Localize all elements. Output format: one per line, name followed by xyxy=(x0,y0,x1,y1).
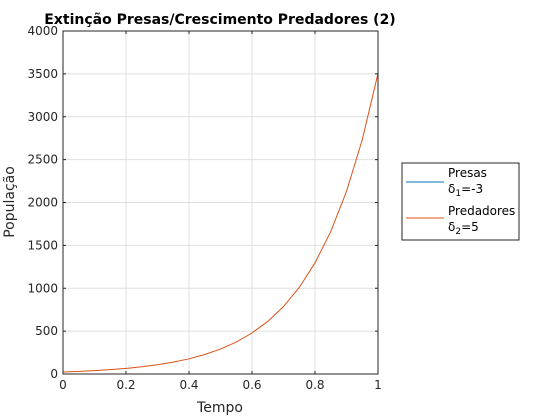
y-axis-label: População xyxy=(2,166,18,238)
legend-label-predadores: Predadores xyxy=(448,204,515,218)
y-tick-label-7: 3500 xyxy=(27,67,58,81)
y-tick-label-2: 1000 xyxy=(27,281,58,295)
y-tick-label-5: 2500 xyxy=(27,153,58,167)
legend: Presas δ1=-3 Predadores δ2=5 xyxy=(401,162,520,241)
legend-delta-presas: δ1=-3 xyxy=(448,182,483,199)
y-tick-label-6: 3000 xyxy=(27,110,58,124)
y-tick-label-4: 2000 xyxy=(27,196,58,210)
y-tick-label-1: 500 xyxy=(35,324,58,338)
legend-box xyxy=(401,162,520,241)
x-axis-label: Tempo xyxy=(196,400,243,416)
legend-label-presas: Presas xyxy=(448,166,487,180)
x-tick-label-0: 0 xyxy=(59,378,67,392)
x-tick-label-3: 0.6 xyxy=(242,378,261,392)
x-tick-label-1: 0.2 xyxy=(116,378,135,392)
y-tick-label-3: 1500 xyxy=(27,238,58,252)
x-tick-label-5: 1 xyxy=(374,378,382,392)
chart-title: Extinção Presas/Crescimento Predadores (… xyxy=(44,12,395,28)
y-tick-label-8: 4000 xyxy=(27,24,58,38)
legend-delta-predadores: δ2=5 xyxy=(448,220,479,237)
plot-area: 0 0.2 0.4 0.6 0.8 1 0 500 1000 1500 2000 2500 3000 35… xyxy=(27,24,381,392)
series-line-predadores xyxy=(62,73,379,373)
x-tick-label-4: 0.8 xyxy=(305,378,324,392)
y-tick-label-0: 0 xyxy=(50,367,58,381)
x-tick-label-2: 0.4 xyxy=(179,378,198,392)
